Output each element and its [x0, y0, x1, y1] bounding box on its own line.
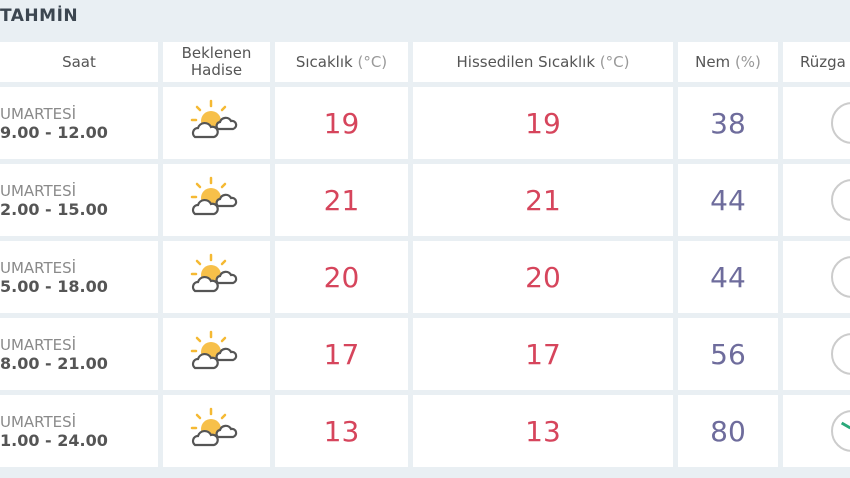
wind-cell: [783, 164, 850, 236]
day-label: UMARTESİ: [0, 412, 77, 431]
temperature-cell: 17: [275, 318, 408, 390]
partly-cloudy-icon: [187, 330, 247, 378]
wind-direction-icon: [831, 256, 850, 298]
header-sicaklik-label: Sıcaklık: [295, 52, 353, 71]
time-cell: UMARTESİ 1.00 - 24.00: [0, 395, 158, 467]
header-hissedilen-label: Hissedilen Sıcaklık: [456, 52, 596, 71]
feels-like-cell: 13: [413, 395, 673, 467]
humidity-cell: 56: [678, 318, 778, 390]
time-range: 2.00 - 15.00: [0, 199, 108, 219]
time-range: 5.00 - 18.00: [0, 276, 108, 296]
wind-direction-icon: [831, 333, 850, 375]
humidity-cell: 38: [678, 87, 778, 159]
header-ruzgar: Rüzga: [783, 42, 850, 82]
humidity-cell: 44: [678, 164, 778, 236]
header-sicaklik: Sıcaklık (°C): [275, 42, 408, 82]
humidity-cell: 80: [678, 395, 778, 467]
time-cell: UMARTESİ 9.00 - 12.00: [0, 87, 158, 159]
time-cell: UMARTESİ 2.00 - 15.00: [0, 164, 158, 236]
time-range: 1.00 - 24.00: [0, 430, 108, 450]
header-hadise: Beklenen Hadise: [163, 42, 270, 82]
wind-direction-icon: [831, 410, 850, 452]
header-nem-label: Nem: [695, 52, 731, 71]
day-label: UMARTESİ: [0, 181, 77, 200]
day-label: UMARTESİ: [0, 104, 77, 123]
time-range: 8.00 - 21.00: [0, 353, 108, 373]
time-cell: UMARTESİ 8.00 - 21.00: [0, 318, 158, 390]
weather-cell: [163, 241, 270, 313]
header-nem: Nem (%): [678, 42, 778, 82]
wind-direction-icon: [831, 179, 850, 221]
day-label: UMARTESİ: [0, 335, 77, 354]
weather-cell: [163, 318, 270, 390]
wind-direction-icon: [831, 102, 850, 144]
header-hissedilen-unit: (°C): [599, 52, 630, 71]
header-saat: Saat: [0, 42, 158, 82]
header-nem-unit: (%): [734, 52, 761, 71]
partly-cloudy-icon: [187, 176, 247, 224]
temperature-cell: 19: [275, 87, 408, 159]
feels-like-cell: 21: [413, 164, 673, 236]
feels-like-cell: 20: [413, 241, 673, 313]
humidity-cell: 44: [678, 241, 778, 313]
time-range: 9.00 - 12.00: [0, 122, 108, 142]
temperature-cell: 13: [275, 395, 408, 467]
time-cell: UMARTESİ 5.00 - 18.00: [0, 241, 158, 313]
wind-cell: [783, 318, 850, 390]
section-title: TAHMİN: [0, 6, 79, 26]
feels-like-cell: 19: [413, 87, 673, 159]
partly-cloudy-icon: [187, 99, 247, 147]
header-hadise-label: Beklenen Hadise: [181, 44, 252, 79]
temperature-cell: 21: [275, 164, 408, 236]
partly-cloudy-icon: [187, 407, 247, 455]
header-saat-label: Saat: [62, 52, 96, 71]
weather-cell: [163, 164, 270, 236]
temperature-cell: 20: [275, 241, 408, 313]
day-label: UMARTESİ: [0, 258, 77, 277]
wind-cell: [783, 395, 850, 467]
header-ruzgar-label: Rüzga: [800, 52, 846, 71]
wind-cell: [783, 241, 850, 313]
feels-like-cell: 17: [413, 318, 673, 390]
weather-cell: [163, 87, 270, 159]
wind-cell: [783, 87, 850, 159]
weather-cell: [163, 395, 270, 467]
header-hissedilen: Hissedilen Sıcaklık (°C): [413, 42, 673, 82]
header-sicaklik-unit: (°C): [357, 52, 388, 71]
partly-cloudy-icon: [187, 253, 247, 301]
